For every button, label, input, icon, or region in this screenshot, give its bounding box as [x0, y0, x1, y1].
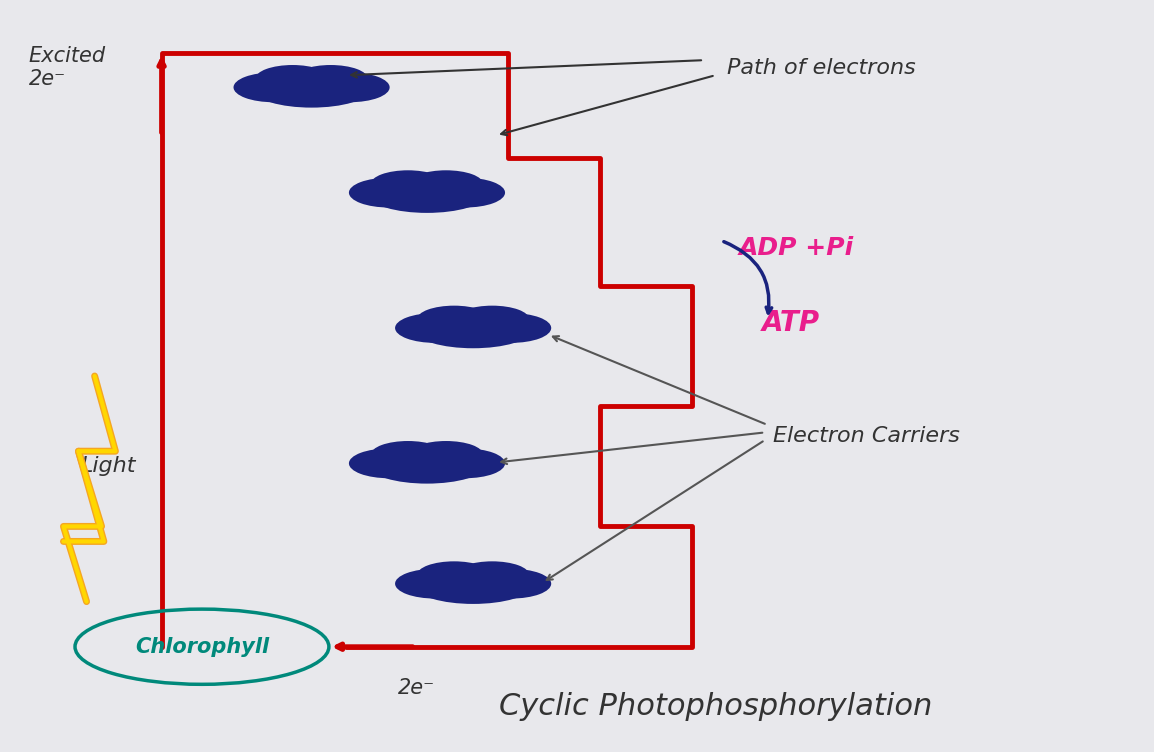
Ellipse shape: [455, 561, 530, 589]
Ellipse shape: [395, 313, 475, 343]
Text: Light: Light: [81, 456, 136, 476]
Ellipse shape: [255, 65, 330, 92]
Text: 2e⁻: 2e⁻: [398, 678, 435, 698]
Ellipse shape: [417, 305, 492, 333]
Ellipse shape: [409, 441, 484, 468]
Ellipse shape: [370, 170, 445, 198]
Ellipse shape: [425, 177, 505, 208]
Ellipse shape: [471, 569, 552, 599]
Ellipse shape: [409, 170, 484, 198]
Ellipse shape: [395, 569, 475, 599]
Ellipse shape: [471, 313, 552, 343]
Ellipse shape: [415, 569, 531, 604]
Ellipse shape: [255, 73, 369, 108]
Ellipse shape: [293, 65, 368, 92]
Text: Electron Carriers: Electron Carriers: [773, 426, 960, 446]
Ellipse shape: [309, 72, 390, 102]
Text: Chlorophyll: Chlorophyll: [135, 637, 269, 656]
Ellipse shape: [415, 314, 531, 348]
Ellipse shape: [455, 305, 530, 333]
Text: Path of electrons: Path of electrons: [727, 58, 916, 77]
Ellipse shape: [349, 448, 429, 478]
Ellipse shape: [425, 448, 505, 478]
Text: Excited
2e⁻: Excited 2e⁻: [29, 46, 106, 89]
Ellipse shape: [417, 561, 492, 589]
Text: Cyclic Photophosphorylation: Cyclic Photophosphorylation: [499, 693, 932, 721]
Ellipse shape: [349, 177, 429, 208]
Ellipse shape: [369, 449, 485, 484]
Ellipse shape: [369, 178, 485, 213]
Text: ADP +Pi: ADP +Pi: [739, 236, 854, 260]
Ellipse shape: [370, 441, 445, 468]
Text: ATP: ATP: [762, 309, 819, 338]
Ellipse shape: [233, 72, 314, 102]
